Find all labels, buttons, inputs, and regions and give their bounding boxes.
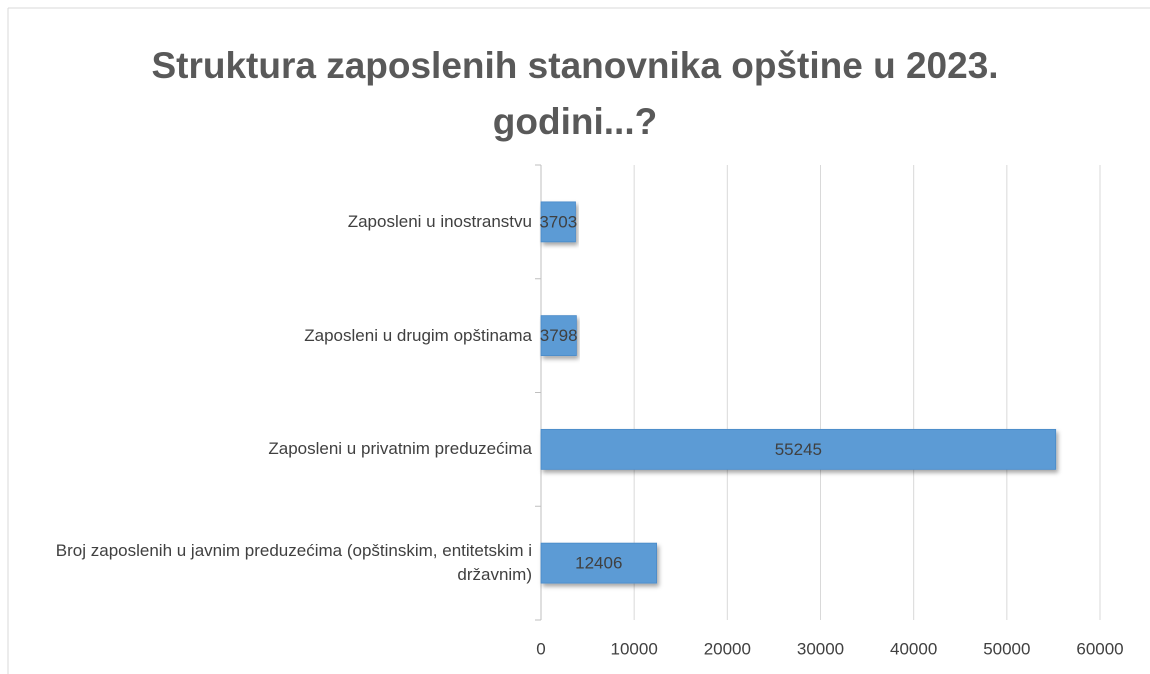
x-tick-label: 20000 [704, 639, 751, 658]
bar [540, 542, 657, 584]
bar [540, 315, 577, 357]
data-label: 12406 [575, 554, 622, 573]
x-tick-label: 50000 [983, 639, 1030, 658]
y-tick-label: Zaposleni u privatnim preduzećima [268, 439, 532, 459]
x-tick-label: 40000 [890, 639, 937, 658]
data-label: 3798 [540, 326, 578, 345]
y-tick-label: Zaposleni u inostranstvu [347, 211, 532, 231]
data-label: 3703 [539, 212, 577, 231]
x-tick-label: 60000 [1076, 639, 1123, 658]
y-tick-label: Zaposleni u drugim opštinama [304, 325, 532, 345]
x-tick-label: 10000 [611, 639, 658, 658]
x-tick-label: 0 [536, 639, 545, 658]
bar [540, 201, 576, 243]
x-tick-label: 30000 [797, 639, 844, 658]
bar [540, 428, 1057, 470]
y-tick-label: Broj zaposlenih u javnim preduzećima (op… [55, 541, 532, 585]
chart-title: Struktura zaposlenih stanovnika opštine … [151, 45, 999, 142]
data-label: 55245 [775, 440, 822, 459]
